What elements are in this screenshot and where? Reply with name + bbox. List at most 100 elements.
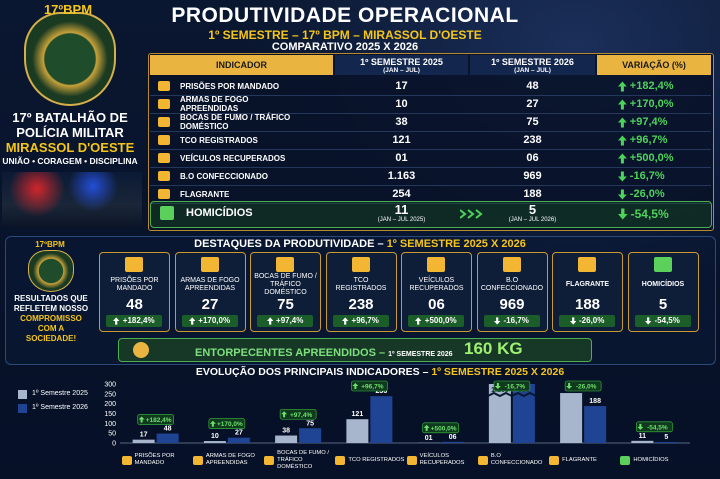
bar [275,435,298,443]
table-header: VARIAÇÃO (%) [622,60,686,70]
variation: +97,4% [257,316,313,325]
value-2026: 238 [523,134,542,146]
badge-shield [28,250,74,292]
variation-text: -26,0% [579,316,605,325]
variation-text: +182,4% [629,80,674,92]
value-label: 01 [425,435,433,442]
card-label: PRISÕES POR MANDADO [110,277,159,292]
drugs-bar: ENTORPECENTES APREENDIDOS – 1º SEMESTRE … [118,338,592,362]
card-pill: -54,5% [634,315,691,327]
arrow [566,383,573,389]
row-separator [150,113,711,114]
unit-motto: UNIÃO • CORAGEM • DISCIPLINA [2,156,138,166]
chevron [460,209,467,219]
icon [158,81,170,91]
value-label: 238 [376,388,388,395]
arrow-icon [618,116,627,128]
card-value: 969 [499,296,525,313]
highlight-card: HOMICÍDIOS 5 -54,5% [627,252,699,332]
icon [653,257,672,272]
category-label: BOCAS DE FUMO / TRÁFICO DOMÉSTICO [277,449,329,470]
arrow [618,188,627,200]
icon [125,257,143,272]
variation: +97,4% [618,116,667,128]
category: BOCAS DE FUMO / TRÁFICO DOMÉSTICO [264,449,334,470]
value-2025: 11 [394,202,409,217]
card-pill: +96,7% [332,315,389,327]
value-2025: 1.163 [387,170,416,182]
axis-break [511,391,537,398]
variation-text: +97,4% [629,116,668,128]
page-comparison: COMPARATIVO 2025 X 2026 [271,41,419,53]
row-separator [150,167,711,168]
axis-break [487,391,513,398]
category: ARMAS DE FOGO APREENDIDAS [192,451,263,469]
arrow [209,420,216,427]
variation-text: +500,0% [629,152,674,164]
variation: -26,0% [559,316,615,325]
value-label: 38 [282,428,290,435]
variation: +500,0% [408,316,464,325]
highlight-card: BOCAS DE FUMO / TRÁFICO DOMÉSTICO 75 +97,4… [250,252,321,332]
indicator: ARMAS DE FOGO APREENDIDAS [180,95,249,113]
arrow [618,80,627,92]
icon [158,189,170,199]
legend-label: 1º Semestre 2025 [32,390,88,397]
arrow [113,316,120,325]
arrow [138,416,145,423]
y-tick-label: 150 [104,411,116,418]
bar [631,440,654,443]
value-label: 10 [211,433,219,440]
unit-line: 17º BATALHÃO DE [12,110,128,125]
drugs-text: ENTORPECENTES APREENDIDOS – 1º SEMESTRE … [195,343,453,361]
variation-badge [208,418,246,429]
arrow [618,208,628,220]
bar [488,384,511,443]
icon [121,455,132,465]
indicator: FLAGRANTE [180,189,230,199]
arrow-icon [618,152,627,164]
category: HOMICÍDIOS [620,451,690,469]
card-value: 27 [201,296,219,313]
bar [441,441,464,443]
card-value: 188 [574,296,601,313]
arrow [494,316,501,325]
bar [156,433,179,443]
card-pill: +500,0% [408,315,464,327]
bar [346,419,369,443]
arrow-icon [494,316,501,325]
indicator: TCO REGISTRADOS [180,135,258,145]
table-header: 1º SEMESTRE 2026 [491,57,574,67]
value-label: 5 [664,434,668,441]
icon [158,99,170,109]
bar [560,393,583,443]
icon [549,455,560,465]
value-2026: 75 [526,116,539,128]
y-tick-label: 250 [104,391,116,398]
icon [276,257,294,272]
row-separator [150,131,711,132]
chart-title: EVOLUÇÃO DOS PRINCIPAIS INDICADORES – [195,366,432,378]
variation-text: +500,0% [424,316,457,325]
variation-badge [351,380,388,392]
value-2025: 121 [392,134,411,146]
variation-text: +96,7% [629,134,668,146]
category: TCO REGISTRADOS [335,451,405,469]
arrow-icon [618,98,627,110]
variation-badge [564,380,602,392]
variation-text: -54,5% [630,207,669,221]
y-tick-label: 100 [104,421,116,428]
value-2026: 188 [523,188,542,200]
badge-text: 17ºBPM [35,240,65,249]
highlights-heading: DESTAQUES DA PRODUTIVIDADE – 1º SEMESTRE… [0,238,720,250]
page-subtitle: 1º SEMESTRE – 17º BPM – MIRASSOL D'OESTE [208,28,482,42]
arrow [188,316,196,325]
variation: +96,7% [618,134,667,146]
category: VEÍCULOS RECUPERADOS [406,451,477,469]
bar [370,396,393,443]
period-2026: (JAN – JUL 2026) [508,217,557,223]
drugs-label: ENTORPECENTES APREENDIDOS – [195,347,389,359]
variation-badge [137,414,174,425]
y-tick-label: 0 [112,441,116,448]
icon [158,117,170,127]
